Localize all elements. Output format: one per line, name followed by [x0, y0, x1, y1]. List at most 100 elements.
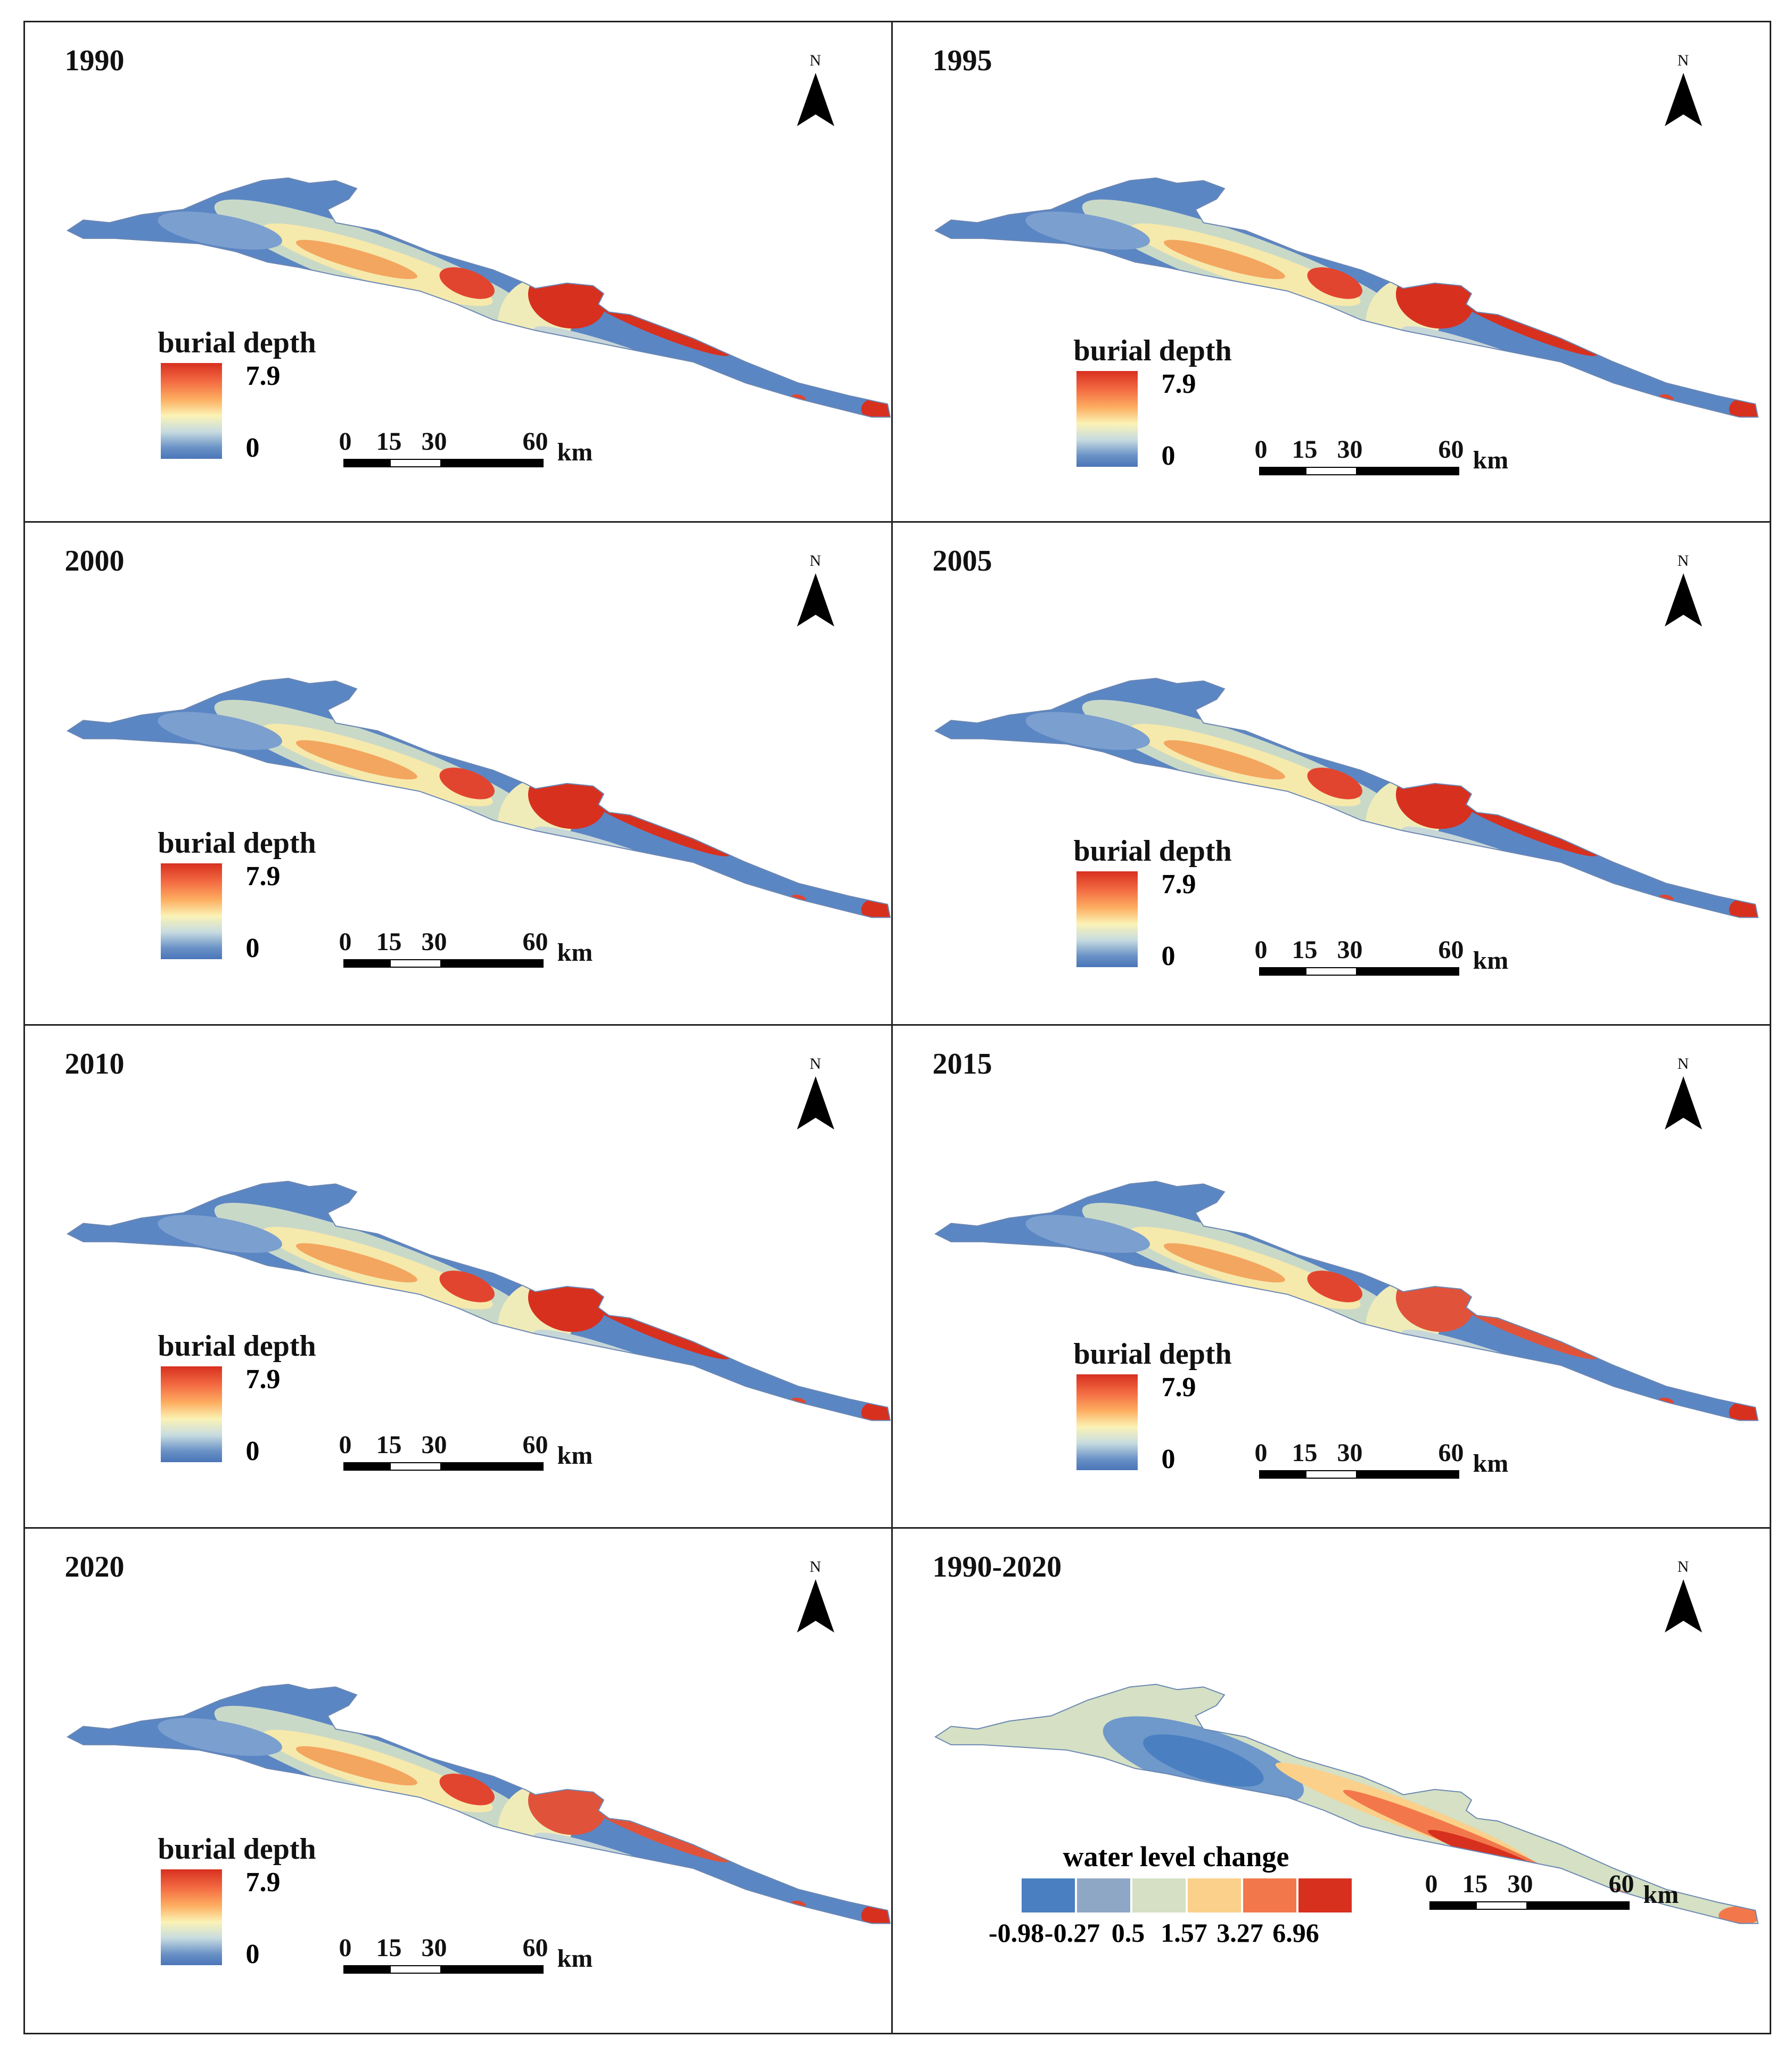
basin-map: [66, 1180, 891, 1421]
map-area: [930, 1132, 1761, 1430]
legend-title: burial depth: [158, 326, 316, 359]
legend-title: burial depth: [1073, 834, 1232, 868]
scale-bar-label: 0: [1254, 935, 1268, 964]
scale-bar-label: 60: [1438, 435, 1464, 464]
mid-depth-spots: [1163, 1243, 1285, 1282]
scale-bar-label: 30: [1507, 1869, 1533, 1898]
scale-bar: 0 15 30 60 km: [339, 427, 637, 469]
basin-map: [934, 677, 1758, 918]
scale-bar-segment: [1259, 967, 1308, 976]
scale-bar: 0 15 30 60 km: [1255, 935, 1553, 978]
legend-title: burial depth: [1073, 334, 1232, 367]
scale-bar: 0 15 30 60 km: [339, 1430, 637, 1473]
north-arrow-icon: [1664, 1579, 1702, 1632]
basin-outline: [66, 177, 891, 418]
high-depth-patch-west: [439, 267, 495, 299]
basin-map: [934, 177, 1758, 418]
legend-title: water level change: [1063, 1840, 1289, 1873]
scale-bar-segment: [1355, 466, 1459, 475]
scale-bar-segment: [1355, 967, 1459, 976]
panel-title: 2015: [932, 1047, 992, 1081]
north-label: N: [809, 1054, 821, 1073]
scale-bar-segment: [343, 1965, 392, 1974]
scale-bar-label: 60: [1608, 1869, 1634, 1898]
north-arrow: N: [1664, 52, 1702, 131]
legend-color-box: [1186, 1877, 1242, 1914]
scale-bar-segment: [440, 1462, 544, 1471]
panel-title: 2020: [64, 1550, 125, 1584]
scale-bar-unit: km: [1473, 946, 1509, 975]
legend-max-label: 7.9: [1161, 1372, 1196, 1403]
legend-title: burial depth: [158, 1832, 316, 1866]
north-arrow: N: [796, 1557, 834, 1638]
scale-bar-label: 30: [1337, 1438, 1363, 1467]
mid-depth-spots: [295, 240, 417, 279]
scale-bar-unit: km: [1473, 446, 1509, 474]
scale-bar-label: 15: [1462, 1869, 1488, 1898]
scale-bar-segment: [343, 1462, 392, 1471]
scale-bar-unit: km: [557, 438, 593, 466]
legend-color-ramp: [160, 362, 222, 459]
basin-outline: [934, 1180, 1758, 1421]
high-depth-patch-west: [439, 1270, 495, 1302]
basin-map: [66, 177, 891, 418]
scale-bar-segment: [1259, 1470, 1308, 1479]
scale-bar-segment: [440, 458, 544, 467]
legend-max-label: 7.9: [245, 861, 281, 892]
high-depth-patch-west: [1307, 767, 1362, 799]
north-arrow-icon: [1664, 72, 1702, 126]
scale-bar-segment: [1355, 1470, 1459, 1479]
scale-bar: 0 15 30 60 km: [339, 927, 637, 970]
north-arrow-icon: [1664, 1076, 1702, 1129]
legend-color-boxes: [1020, 1877, 1353, 1914]
scale-bar-label: 15: [376, 1933, 402, 1962]
mid-depth-spots: [1163, 740, 1285, 779]
scale-bar: 0 15 30 60 km: [339, 1933, 637, 1976]
north-label: N: [809, 1557, 821, 1576]
scale-bar-label: 15: [1292, 435, 1318, 464]
low-depth-zone-north: [157, 1214, 282, 1253]
scale-bar-unit: km: [557, 938, 593, 967]
legend-break-label: 0.5: [1111, 1917, 1145, 1948]
north-label: N: [1677, 1054, 1689, 1073]
panel-title: 1990-2020: [932, 1550, 1062, 1584]
low-depth-zone-north: [157, 1717, 282, 1756]
scale-bar-segment: [389, 1965, 442, 1974]
scale-bar-label: 60: [1438, 935, 1464, 964]
legend-break-labels: -0.98 -0.27 0.5 1.57 3.27 6.96: [989, 1917, 1324, 1948]
basin-map: [934, 1683, 1758, 1924]
legend-color-box: [1242, 1877, 1297, 1914]
north-arrow: N: [796, 1054, 834, 1135]
legend-min-label: 0: [1161, 941, 1176, 971]
legend-title: burial depth: [158, 826, 316, 860]
panel-title: 1990: [64, 44, 125, 77]
north-arrow-icon: [796, 72, 834, 126]
map-area: [62, 629, 891, 927]
north-arrow: N: [1664, 552, 1702, 632]
legend-break-label: -0.27: [1044, 1917, 1100, 1948]
basin-map: [66, 1683, 891, 1924]
legend-max-label: 7.9: [245, 360, 281, 391]
basin-outline: [934, 1683, 1758, 1924]
legend-color-ramp: [160, 863, 222, 959]
scale-bar-label: 30: [1337, 935, 1363, 964]
legend-min-label: 0: [1161, 1444, 1176, 1474]
north-arrow-icon: [796, 1579, 834, 1632]
legend-color-box: [1075, 1877, 1131, 1914]
scale-bar-label: 30: [421, 927, 447, 956]
scale-bar-label: 15: [376, 927, 402, 956]
scale-bar-segment: [1526, 1901, 1630, 1910]
low-depth-zone-north: [157, 711, 282, 750]
north-arrow: N: [796, 551, 834, 632]
legend-title: burial depth: [1073, 1337, 1232, 1371]
scale-bar-segment: [389, 959, 442, 968]
legend-max-label: 7.9: [1161, 368, 1196, 399]
high-depth-patch-west: [439, 767, 495, 799]
north-label: N: [809, 551, 821, 570]
basin-map: [934, 1180, 1758, 1421]
